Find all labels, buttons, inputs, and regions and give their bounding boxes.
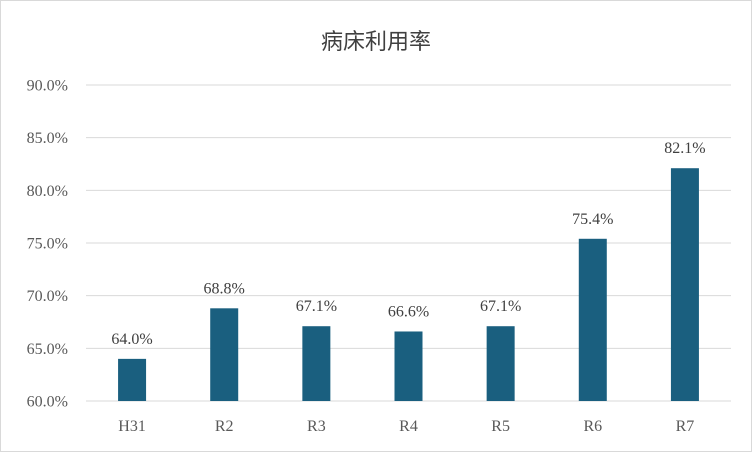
data-label-r2: 68.8%	[204, 280, 245, 297]
x-axis-tick-labels: H31 R2 R3 R4 R5 R6 R7	[118, 418, 694, 435]
bar-r5	[486, 326, 515, 401]
y-tick-label: 75.0%	[27, 236, 68, 253]
bar-r2	[210, 308, 239, 401]
gridlines	[86, 84, 731, 402]
bar-h31	[118, 358, 147, 401]
data-label-r4: 66.6%	[388, 303, 429, 320]
data-label-r3: 67.1%	[296, 298, 337, 315]
chart-title: 病床利用率	[321, 30, 431, 55]
bar-r7	[670, 168, 699, 401]
bars	[118, 168, 699, 401]
data-label-r5: 67.1%	[480, 298, 521, 315]
data-labels: 64.0% 68.8% 67.1% 66.6% 67.1% 75.4% 82.1%	[111, 140, 705, 348]
x-tick-label: R5	[491, 418, 510, 435]
x-tick-label: R4	[399, 418, 418, 435]
x-tick-label: H31	[118, 418, 146, 435]
y-tick-label: 65.0%	[27, 341, 68, 358]
bar-r3	[302, 326, 331, 401]
x-tick-label: R3	[307, 418, 326, 435]
y-tick-label: 90.0%	[27, 78, 68, 95]
bar-r6	[578, 238, 607, 401]
x-tick-label: R2	[215, 418, 234, 435]
data-label-r6: 75.4%	[572, 211, 613, 228]
bar-r4	[394, 331, 423, 401]
y-tick-label: 80.0%	[27, 183, 68, 200]
y-axis-tick-labels: 60.0% 65.0% 70.0% 75.0% 80.0% 85.0% 90.0%	[27, 78, 68, 411]
y-tick-label: 85.0%	[27, 130, 68, 147]
data-label-h31: 64.0%	[111, 331, 152, 348]
x-tick-label: R7	[676, 418, 695, 435]
y-tick-label: 60.0%	[27, 394, 68, 411]
data-label-r7: 82.1%	[664, 140, 705, 157]
x-tick-label: R6	[583, 418, 602, 435]
y-tick-label: 70.0%	[27, 288, 68, 305]
